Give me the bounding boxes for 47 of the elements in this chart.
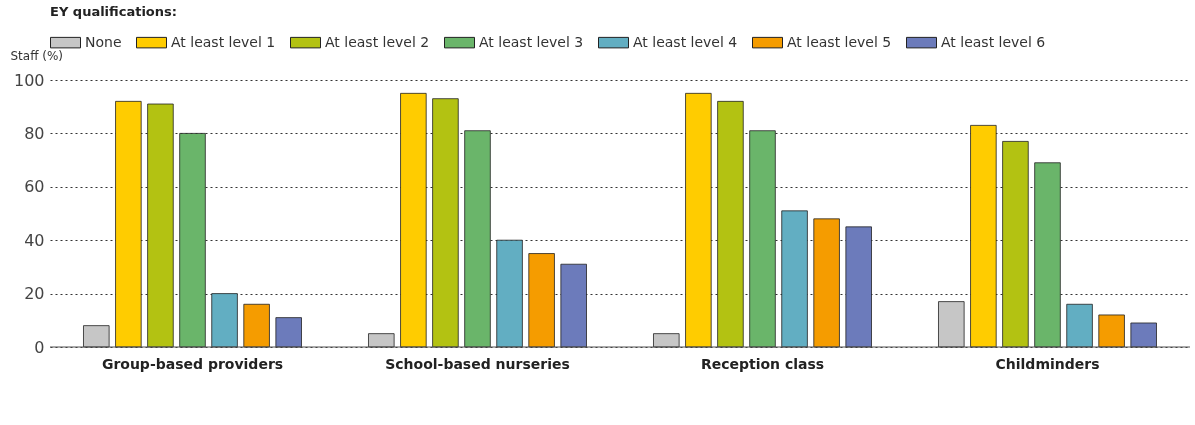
bar xyxy=(147,103,174,348)
legend-title: EY qualifications: xyxy=(50,4,177,19)
y-tick-label: 0 xyxy=(34,337,45,357)
bar xyxy=(970,124,997,348)
y-tick-label: 40 xyxy=(24,230,45,250)
bar xyxy=(179,133,206,348)
x-tick-label: Reception class xyxy=(700,355,825,372)
y-tick-label: 60 xyxy=(24,177,45,197)
bar xyxy=(560,263,587,348)
bar xyxy=(717,100,744,348)
bar xyxy=(464,130,491,348)
bar xyxy=(685,92,712,348)
bar xyxy=(653,333,680,348)
bar xyxy=(115,100,142,348)
bar xyxy=(749,130,776,348)
x-tick-label: Childminders xyxy=(995,355,1100,372)
x-tick-label: Group-based providers xyxy=(101,355,284,372)
legend-label: At least level 2 xyxy=(325,33,430,50)
bar xyxy=(243,303,270,348)
bar xyxy=(1066,303,1093,348)
x-tick-label: School-based nurseries xyxy=(385,355,570,372)
bar xyxy=(400,92,427,348)
bar xyxy=(528,253,555,348)
bar xyxy=(813,218,840,348)
bar xyxy=(1034,162,1061,348)
y-axis-title: Staff (%) xyxy=(10,48,64,63)
bar xyxy=(275,317,302,348)
bar xyxy=(368,333,395,348)
bar xyxy=(496,239,523,348)
legend-label: At least level 5 xyxy=(787,33,892,50)
bar xyxy=(83,325,110,348)
bar xyxy=(938,301,965,348)
bar xyxy=(781,210,808,348)
legend-label: At least level 6 xyxy=(941,33,1046,50)
legend-label: At least level 4 xyxy=(633,33,738,50)
y-tick-label: 20 xyxy=(24,284,45,304)
legend-label: None xyxy=(85,33,122,50)
bar xyxy=(1002,141,1029,348)
bar xyxy=(432,98,459,348)
bar xyxy=(1130,322,1157,348)
bar xyxy=(1098,314,1125,348)
bar xyxy=(211,293,238,348)
legend-label: At least level 3 xyxy=(479,33,584,50)
y-tick-label: 100 xyxy=(13,70,45,90)
bar xyxy=(845,226,872,348)
y-tick-label: 80 xyxy=(24,123,45,143)
legend-label: At least level 1 xyxy=(171,33,276,50)
